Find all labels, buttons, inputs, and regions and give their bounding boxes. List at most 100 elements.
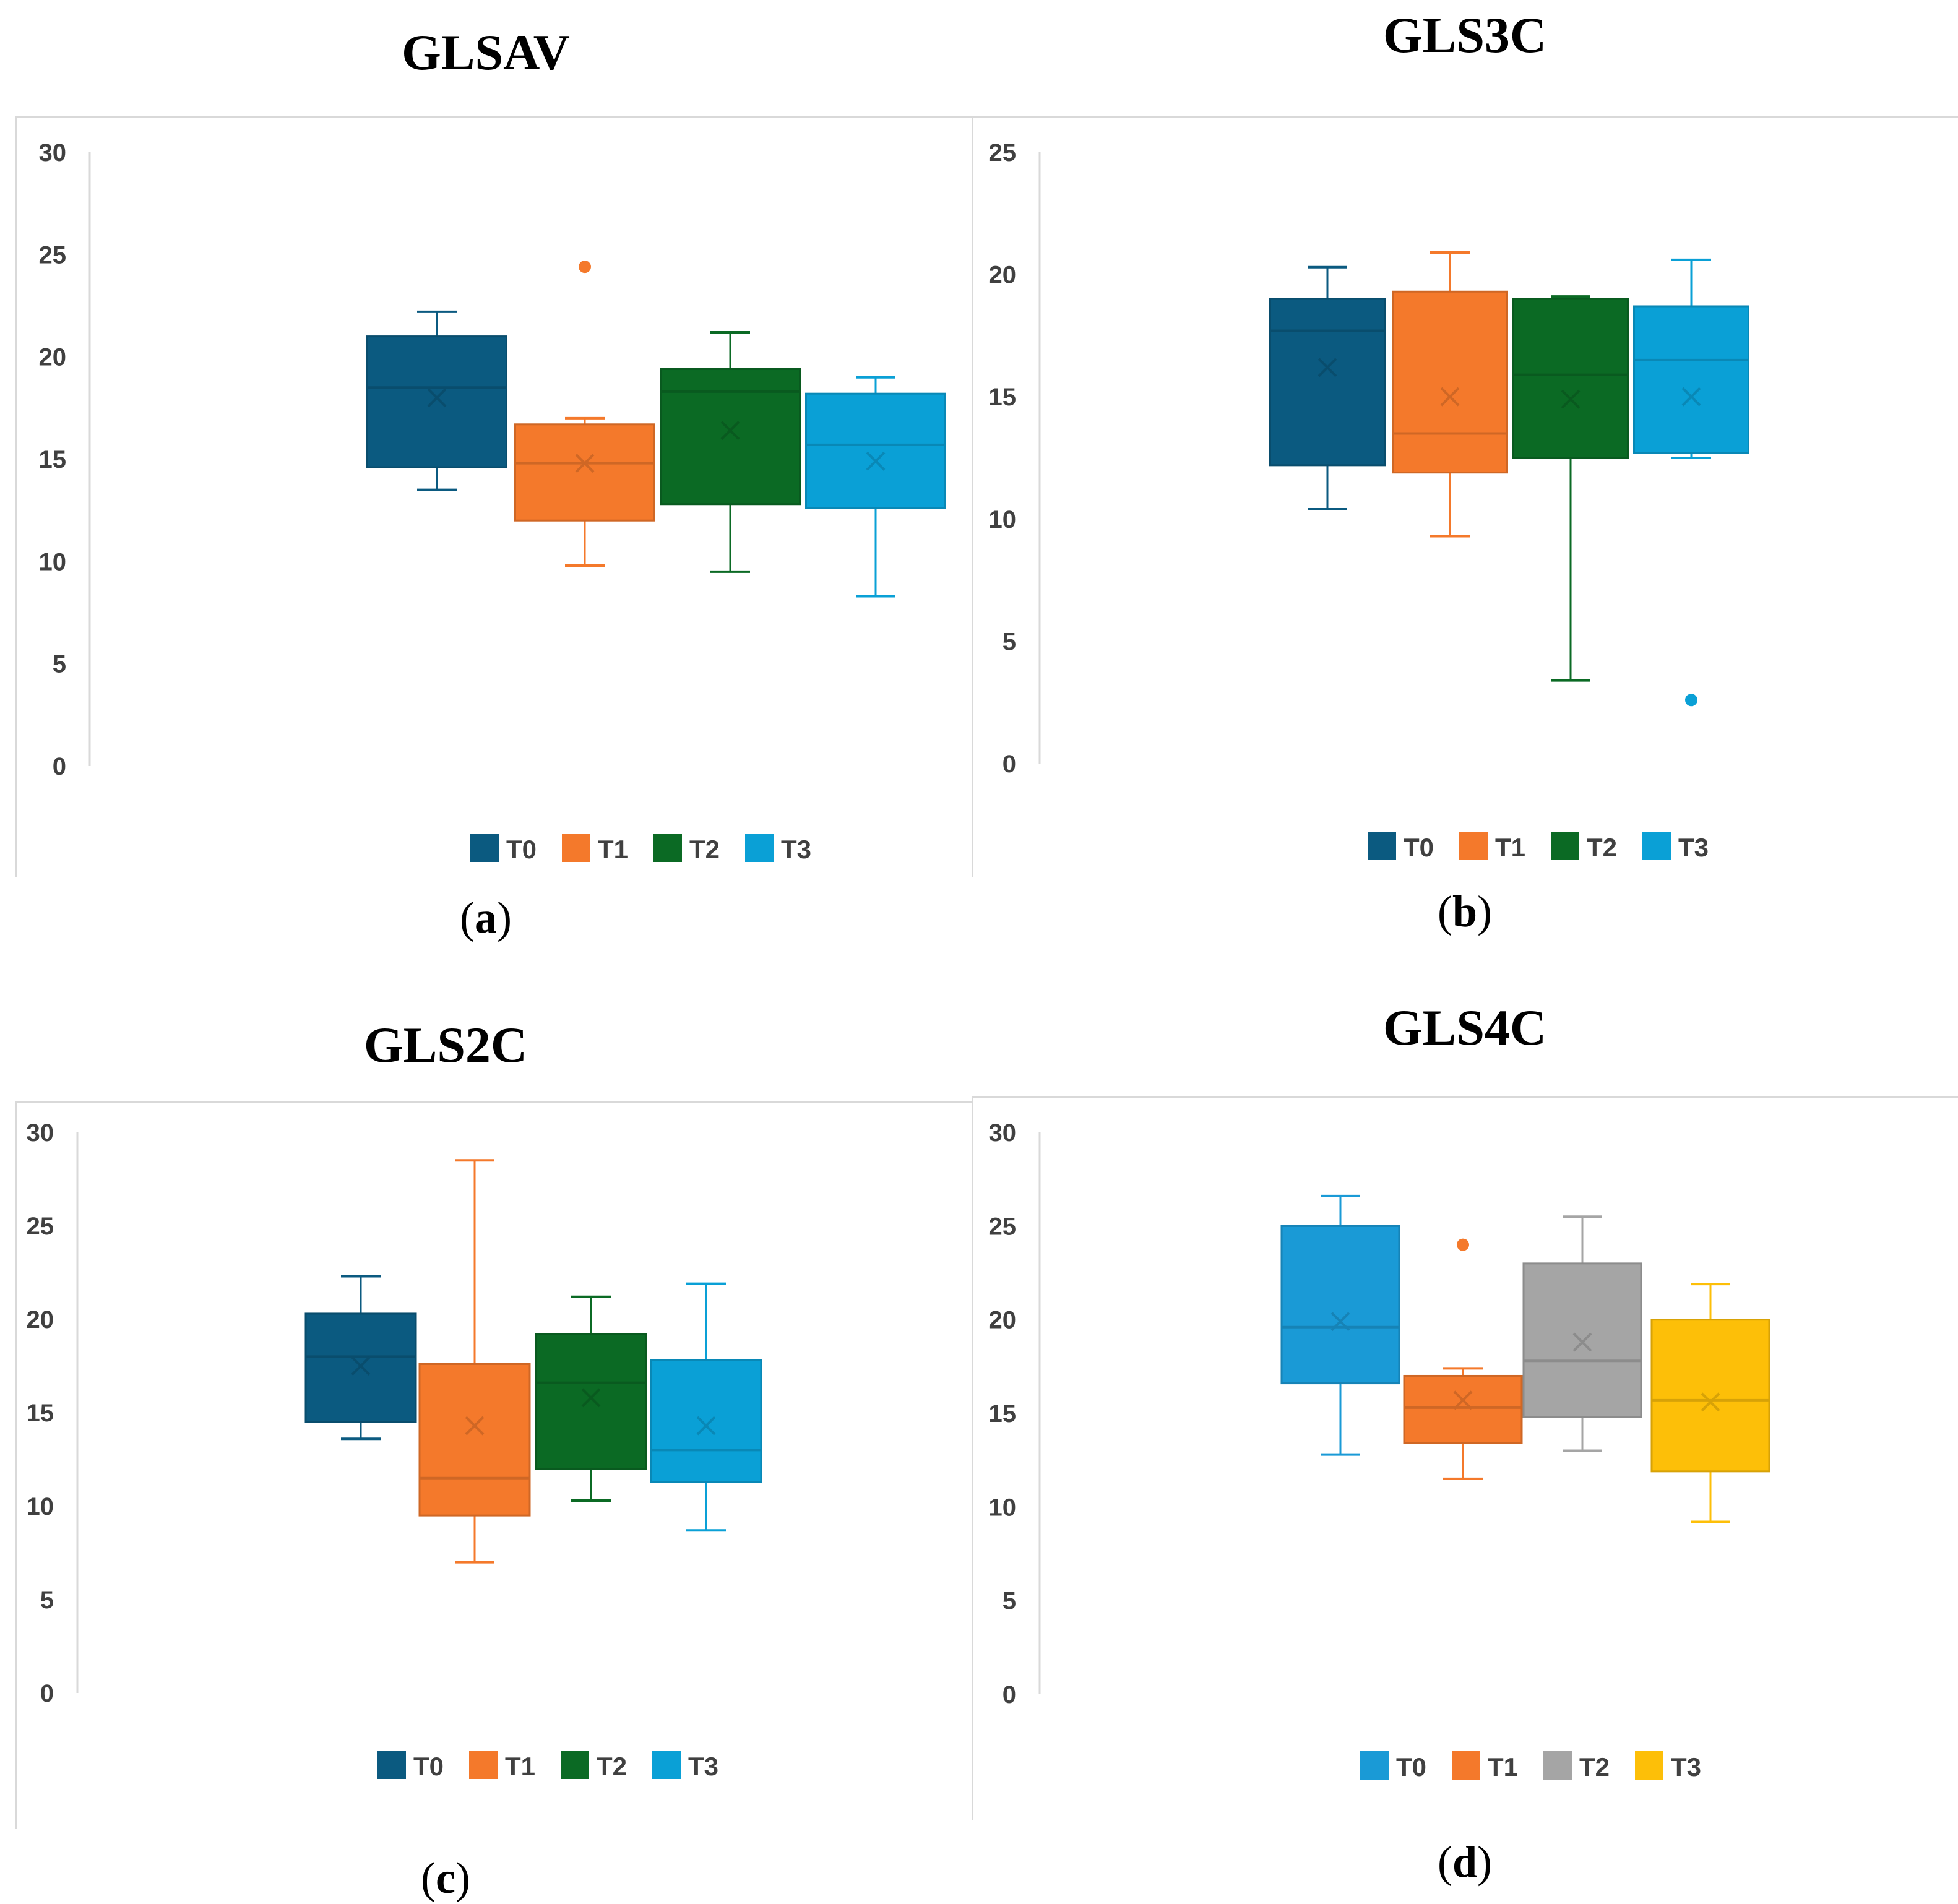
legend-label-t2: T2: [689, 835, 720, 864]
y-tick-label: 25: [989, 139, 1017, 166]
panel-label: (a): [460, 893, 512, 942]
box-iqr: [418, 1363, 531, 1517]
box-t3: [805, 376, 946, 598]
y-tick-label: 15: [39, 446, 67, 473]
outlier-point: [1457, 1238, 1469, 1251]
panel-label: (d): [1437, 1837, 1492, 1887]
box-iqr: [650, 1359, 762, 1483]
box-t1: [514, 261, 655, 567]
legend-swatch-t1: [1459, 832, 1488, 860]
legend-label-t0: T0: [1396, 1752, 1426, 1781]
chart-frame: [15, 116, 972, 877]
outlier-point: [1685, 694, 1697, 707]
mean-marker: [696, 1416, 716, 1436]
panel-c: GLS2C 0 5 10 15 20 25 30 T0 T1 T2 T3 (c): [0, 965, 972, 1904]
box-t0: [1269, 265, 1386, 510]
y-tick-label: 0: [1003, 751, 1016, 778]
legend-swatch-t3: [1642, 832, 1671, 860]
mean-marker: [1440, 387, 1460, 407]
legend-label-t2: T2: [1579, 1752, 1610, 1781]
box-t1: [418, 1159, 531, 1564]
y-tick-label: 5: [40, 1587, 54, 1614]
y-tick-label: 15: [989, 1400, 1017, 1428]
legend-label-t2: T2: [1587, 833, 1617, 862]
y-tick-label: 5: [1003, 1588, 1016, 1615]
mean-marker: [351, 1356, 371, 1376]
outlier-point: [579, 261, 591, 274]
chart-title: GLS2C: [363, 1017, 528, 1073]
y-tick-label: 0: [1003, 1681, 1016, 1708]
legend-swatch-t2: [561, 1751, 589, 1779]
chart-frame: [972, 1096, 1958, 1820]
mean-marker: [1318, 358, 1337, 377]
y-tick-label: 20: [989, 262, 1017, 289]
y-tick-label: 30: [39, 139, 67, 166]
y-tick-label: 10: [989, 506, 1017, 533]
legend-swatch-t0: [377, 1751, 406, 1779]
legend-label-t0: T0: [506, 835, 537, 864]
legend-swatch-t3: [745, 834, 774, 862]
mean-marker: [1572, 1332, 1592, 1352]
mean-marker: [1681, 387, 1701, 407]
chart-frame: [972, 116, 1958, 877]
panel-label: (b): [1437, 887, 1492, 936]
legend-label-t3: T3: [688, 1752, 718, 1781]
mean-marker: [1701, 1392, 1720, 1412]
box-plot-chart: 0 5 10 15 20 25 30 T0 T1 T2 T3: [39, 139, 946, 864]
legend-label-t3: T3: [781, 835, 811, 864]
mean-marker: [581, 1388, 601, 1408]
y-tick-label: 0: [40, 1680, 54, 1707]
y-tick-label: 20: [27, 1306, 54, 1333]
y-tick-label: 30: [989, 1119, 1017, 1147]
legend-swatch-t2: [653, 834, 682, 862]
legend-swatch-t1: [469, 1751, 498, 1779]
legend-label-t1: T1: [598, 835, 628, 864]
chart-frame: [15, 1101, 972, 1829]
box-t2: [660, 330, 801, 573]
mean-marker: [720, 421, 740, 441]
legend-label-t2: T2: [597, 1752, 627, 1781]
box-t2: [1522, 1215, 1642, 1452]
box-iqr: [1522, 1262, 1642, 1418]
box-t3: [650, 1282, 762, 1532]
mean-marker: [575, 454, 595, 473]
legend-swatch-t2: [1543, 1751, 1572, 1780]
y-tick-label: 20: [39, 344, 67, 371]
box-iqr: [1512, 298, 1629, 459]
box-iqr: [660, 368, 801, 506]
box-iqr: [1392, 290, 1508, 474]
box-iqr: [304, 1312, 417, 1423]
y-tick-label: 30: [27, 1119, 54, 1147]
mean-marker: [1561, 389, 1581, 409]
box-plot-chart: 0 5 10 15 20 25 30 T0 T1 T2 T3: [989, 1119, 1770, 1781]
box-iqr: [1650, 1319, 1770, 1473]
box-plot-chart: 0 5 10 15 20 25 30 T0 T1 T2 T3: [27, 1119, 762, 1781]
chart-title: GLS3C: [1382, 7, 1547, 63]
box-t0: [366, 310, 507, 491]
box-t3: [1633, 258, 1749, 707]
box-t0: [304, 1275, 417, 1441]
y-tick-label: 25: [989, 1213, 1017, 1240]
box-t0: [1280, 1194, 1400, 1456]
legend-label-t0: T0: [1404, 833, 1434, 862]
panel-a: GLSAV 0 5 10 15 20 25 30 T0 T1 T2 T3 (a): [0, 0, 972, 965]
legend-swatch-t0: [1368, 832, 1396, 860]
mean-marker: [465, 1416, 485, 1436]
legend-swatch-t0: [470, 834, 499, 862]
mean-marker: [427, 388, 447, 408]
box-iqr: [1403, 1374, 1523, 1444]
legend-label-t1: T1: [1488, 1752, 1518, 1781]
y-tick-label: 5: [1003, 628, 1016, 655]
box-t3: [1650, 1283, 1770, 1523]
legend-label-t1: T1: [1495, 833, 1525, 862]
y-tick-label: 20: [989, 1307, 1017, 1334]
mean-marker: [1453, 1390, 1473, 1410]
y-tick-label: 10: [39, 548, 67, 575]
legend-label-t3: T3: [1671, 1752, 1701, 1781]
legend-swatch-t2: [1551, 832, 1579, 860]
box-iqr: [805, 392, 946, 509]
box-iqr: [1280, 1225, 1400, 1385]
y-tick-label: 15: [27, 1400, 54, 1427]
box-t2: [1512, 295, 1629, 682]
legend-label-t1: T1: [505, 1752, 535, 1781]
